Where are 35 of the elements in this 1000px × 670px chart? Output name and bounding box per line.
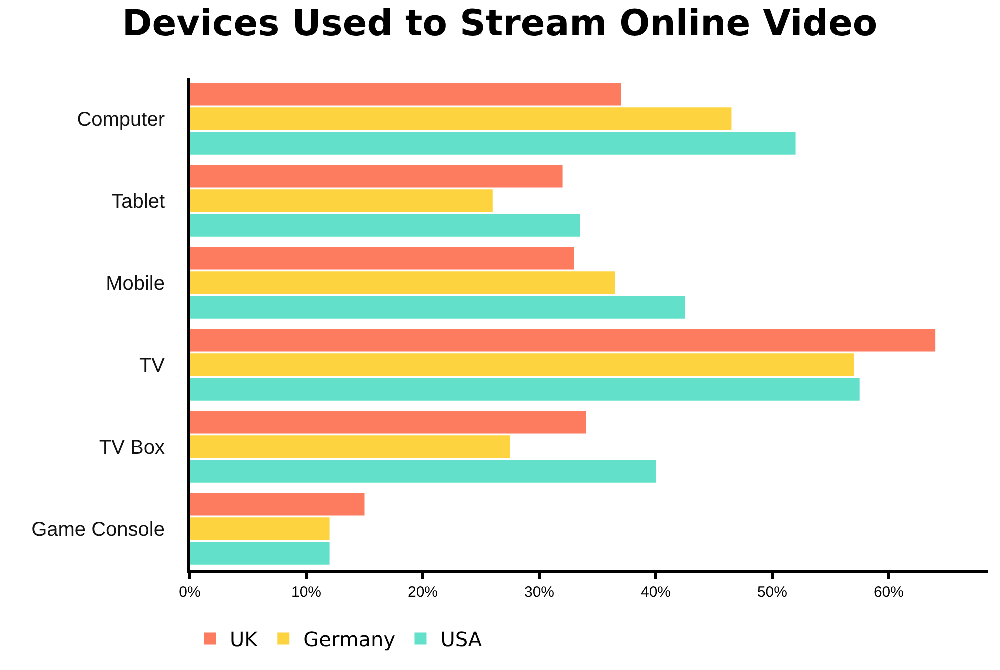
bar xyxy=(190,436,510,458)
y-tick-label: TV Box xyxy=(99,437,165,459)
bar xyxy=(190,542,330,565)
x-tick-label: 30% xyxy=(524,584,555,601)
bar xyxy=(190,518,330,540)
bar xyxy=(190,108,732,130)
x-tick-label: 10% xyxy=(291,584,322,601)
bar xyxy=(190,411,586,434)
y-tick-label: Tablet xyxy=(112,191,166,213)
bar xyxy=(190,329,936,352)
bar xyxy=(190,460,656,483)
x-tick-label: 50% xyxy=(757,584,788,601)
bar xyxy=(190,190,493,212)
x-tick-label: 40% xyxy=(640,584,672,601)
bar xyxy=(190,378,860,401)
bar xyxy=(190,296,686,319)
chart-title: Devices Used to Stream Online Video xyxy=(122,3,878,44)
bar xyxy=(190,272,616,294)
y-tick-label: TV xyxy=(139,355,166,377)
bar xyxy=(190,493,365,516)
bar xyxy=(190,165,563,188)
x-tick-label: 20% xyxy=(408,584,438,601)
x-tick-label: 0% xyxy=(179,584,201,601)
legend-label: Germany xyxy=(304,628,396,652)
bar xyxy=(190,214,580,237)
y-tick-label: Mobile xyxy=(106,273,165,295)
bar xyxy=(190,132,796,155)
x-tick-label: 60% xyxy=(874,584,904,601)
bar xyxy=(190,83,622,106)
bar xyxy=(190,354,854,376)
legend-label: USA xyxy=(440,628,482,652)
bar xyxy=(190,247,574,270)
y-tick-label: Game Console xyxy=(32,519,165,541)
y-tick-label: Computer xyxy=(77,109,166,131)
legend-label: UK xyxy=(230,628,259,652)
